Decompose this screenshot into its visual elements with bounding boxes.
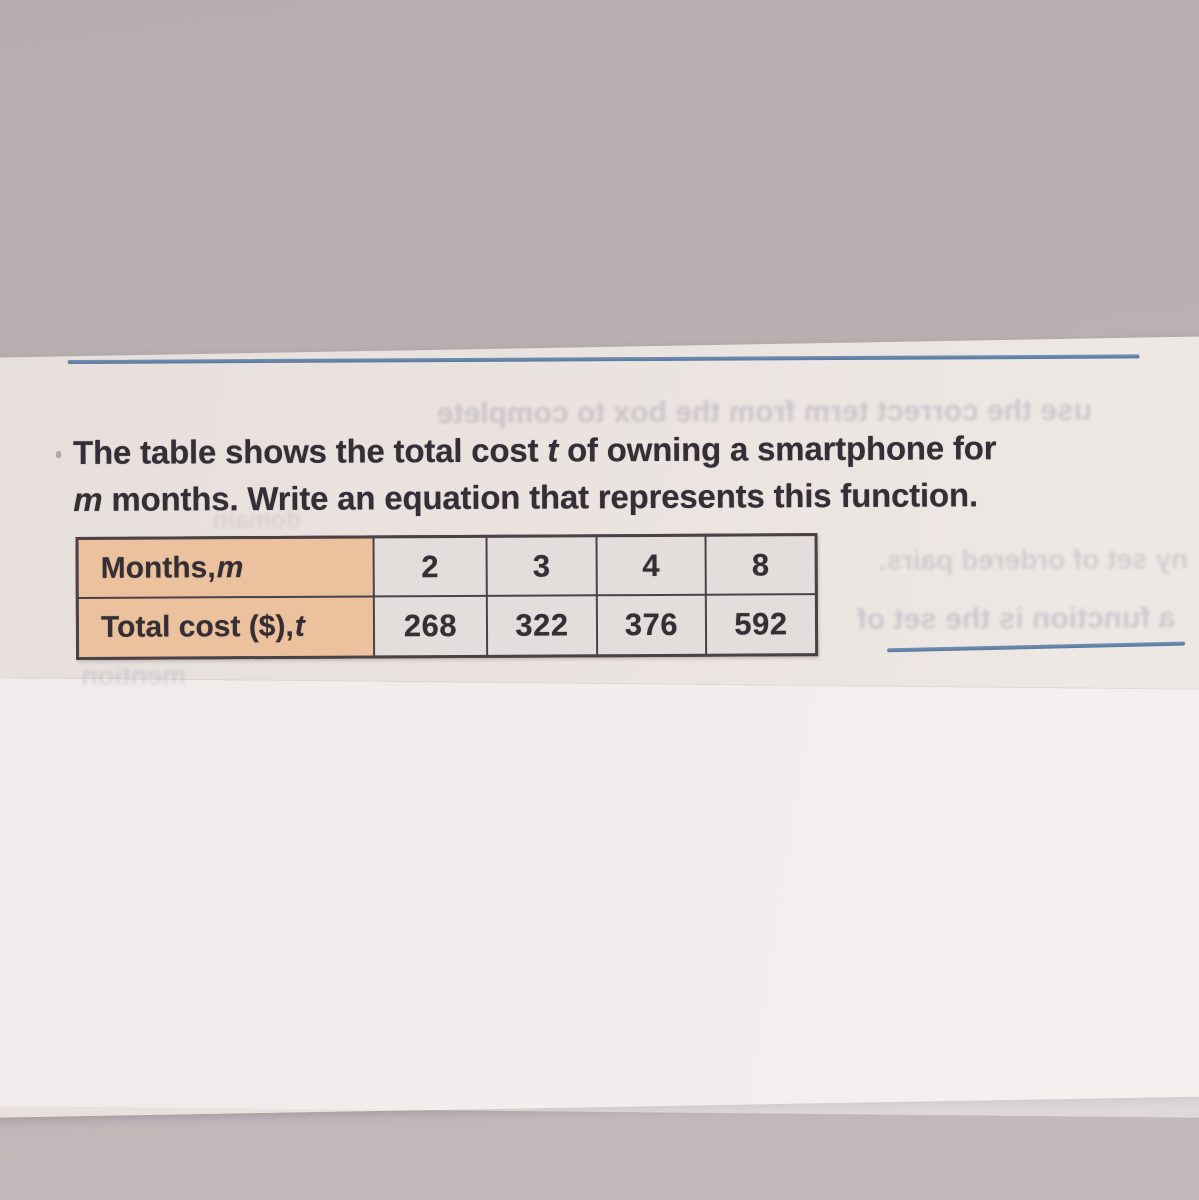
margin-dot bbox=[56, 451, 62, 459]
row-header-label: Months, bbox=[100, 550, 216, 585]
table-value-months: 4 bbox=[597, 536, 705, 595]
table-value-months: 3 bbox=[487, 537, 596, 595]
table-value-cost: 376 bbox=[597, 595, 706, 655]
ghost-bleedthrough-text: ny set of ordered pairs. bbox=[878, 543, 1189, 576]
cost-table: Months, m 2 3 4 8 Total cost ($), t 268 … bbox=[75, 533, 819, 660]
variable-t: t bbox=[547, 431, 559, 469]
row-header-total-cost: Total cost ($), t bbox=[78, 597, 374, 657]
problem-text-segment: of owning a smartphone for bbox=[557, 429, 997, 469]
variable-m: m bbox=[73, 480, 103, 519]
ghost-bleedthrough-text: a function is the set of bbox=[856, 601, 1176, 636]
table-value-cost: 268 bbox=[374, 596, 487, 656]
row-header-months: Months, m bbox=[78, 538, 373, 597]
ghost-bleedthrough-text: mention bbox=[81, 660, 187, 691]
table-value-cost: 592 bbox=[706, 595, 816, 654]
variable-m: m bbox=[216, 550, 244, 584]
row-header-label: Total cost ($), bbox=[100, 609, 294, 644]
table-value-cost: 322 bbox=[487, 596, 597, 655]
problem-statement: The table shows the total cost t of owni… bbox=[73, 423, 1133, 523]
problem-text-segment: The table shows the total cost bbox=[72, 431, 548, 472]
section-divider-rule bbox=[67, 354, 1140, 365]
table-value-months: 2 bbox=[374, 537, 486, 596]
variable-t: t bbox=[294, 609, 305, 643]
table-value-months: 8 bbox=[706, 536, 815, 594]
blank-answer-rule bbox=[887, 641, 1186, 653]
problem-text-segment: months. Write an equation that represent… bbox=[102, 476, 978, 518]
